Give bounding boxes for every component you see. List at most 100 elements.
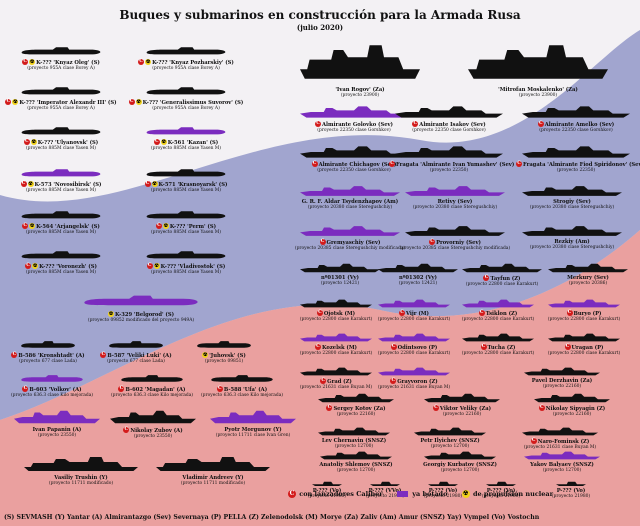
vessel-name: P-??? (Vo)	[556, 488, 586, 494]
vessel-name: Almirante Amelko (Sev)	[544, 121, 615, 128]
vessel-name: Pyotr Morgunov (Y)	[224, 427, 282, 433]
vessel-project: (proyecto 20380 clase Steregushchiy)	[529, 245, 615, 251]
vessel-label: C Sergey Kotov (Za) (proyecto 22160)	[296, 405, 416, 418]
submarine-icon	[20, 210, 102, 222]
vessel-project: (proyecto 22800 clase Karakurt)	[299, 316, 373, 322]
legend-caliber-label: con lanzadores Caliber	[299, 490, 383, 498]
caliber-icon: C	[144, 181, 151, 187]
vessel-label: C Nikolay Zubov (A) (proyecto 23550)	[93, 427, 213, 440]
vessel-project: (proyecto 23550)	[133, 433, 173, 439]
vessel-name: B-602 'Magadan' (A)	[125, 386, 186, 393]
nuclear-icon: ☢	[29, 223, 36, 229]
vessel-label: Pyotr Morgunov (Y) (proyecto 11711 clase …	[193, 427, 313, 439]
vessel-label: C Fragata 'Almirante Fiod Spiridonov' (Se…	[516, 161, 640, 174]
vessel-name: Ojotsk (M)	[323, 310, 356, 317]
vessel-name: 'Juhovsk' (S)	[209, 352, 246, 359]
vessel-project: (proyecto 23900)	[518, 93, 558, 99]
ship-icon	[395, 144, 503, 160]
vessel-project: (proyecto 21631 clase Buyan M)	[523, 444, 597, 450]
vessel-project: (proyecto 21631 clase Buyan M)	[377, 384, 451, 390]
vessel-label: P-??? (Vo) (proyecto 21980)	[511, 488, 631, 500]
submarine-icon	[145, 46, 227, 58]
vessel-name: Rezkiy (Am)	[554, 239, 590, 245]
vessel-name-line: C Naro-Fominsk (Z)	[530, 438, 589, 445]
vessel-name-line: C Odintsovo (P)	[390, 344, 438, 351]
vessel-project: (proyecto 21631 clase Buyan M)	[299, 384, 373, 390]
vessel-label: C B-588 'Ufa' (A) (proyecto 636.3 clase Ki…	[182, 386, 302, 399]
vessel-project: (proyecto 20380 clase Steregushchiy)	[412, 205, 498, 211]
ship-icon	[378, 332, 450, 343]
vessel-label: C ☢ K-573 'Novosibirsk' (S) (proyecto 885M …	[1, 181, 121, 194]
vessel-name: K-??? 'Vladivostok' (S)	[160, 263, 226, 270]
vessel-name-line: C Kozelsk (M)	[314, 344, 357, 351]
vessel-label: C Tucha (Z) (proyecto 22800 clase Karakurt…	[438, 344, 558, 357]
vessel-name-line: C ☢ K-??? 'Knyaz Pozharskiy' (S)	[138, 59, 234, 66]
vessel-label: C Grayvoron (Z) (proyecto 21631 clase Buya…	[354, 378, 474, 391]
vessel-name-line: Yakov Balyaev (SNSZ)	[530, 462, 594, 468]
vessel-name: Merkury (Sev)	[567, 275, 609, 281]
ship-icon	[522, 184, 622, 198]
nuclear-icon: ☢	[160, 139, 167, 145]
ship-icon	[462, 332, 534, 343]
vessel-project: (proyecto 22800 clase Karakurt)	[299, 350, 373, 356]
caliber-icon: C	[530, 438, 537, 444]
caliber-icon: C	[564, 344, 571, 350]
vessel-label: Georgiy Kurbatov (SNSZ) (proyecto 12700)	[400, 462, 520, 474]
vessel-project: (proyecto 22800 clase Karakurt)	[461, 316, 535, 322]
ship-icon	[210, 408, 296, 426]
vessel-name-line: Vasiliy Trushin (Y)	[54, 475, 107, 481]
vessel-project: (proyecto 22800 clase Karakurt)	[547, 350, 621, 356]
caliber-icon: C	[480, 344, 487, 350]
vessel-name: Strogiy (Sev)	[553, 199, 591, 205]
submarine-icon	[20, 374, 84, 385]
vessel-label: C ☢ K-??? 'Voronezh' (S) (proyecto 885M cla…	[1, 263, 121, 276]
ship-icon	[300, 298, 372, 309]
caliber-icon: C	[429, 239, 436, 245]
ship-icon	[548, 262, 628, 274]
caliber-icon: C	[20, 181, 27, 187]
vessel-name-line: C Almirante Golovko (Sev)	[315, 121, 393, 128]
ship-icon	[428, 480, 458, 487]
ship-icon	[300, 38, 420, 86]
vessel-name: K-573 'Novosibirsk' (S)	[34, 181, 102, 188]
vessel-project: (proyecto 22800 clase Karakurt)	[465, 281, 539, 287]
caliber-icon: C	[25, 263, 32, 269]
caliber-icon: C	[319, 239, 326, 245]
vessel-project: (proyecto 12700)	[542, 468, 582, 474]
vessel-project: (proyecto 21980)	[423, 494, 463, 500]
caliber-icon: C	[288, 490, 296, 498]
vessel-name: Tayfun (Z)	[490, 275, 521, 282]
ship-icon	[300, 262, 380, 274]
vessel-name-line: ☢ K-329 'Belgorod' (S)	[107, 311, 174, 318]
caliber-icon: C	[412, 121, 419, 127]
vessel-project: (proyecto 885M clase Yasen M)	[150, 269, 222, 275]
caliber-icon: C	[11, 352, 18, 358]
vessel-name-line: C ☢ K-573 'Novosibirsk' (S)	[20, 181, 102, 188]
vessel-name-line: C ☢ K-??? 'Imperator Alexandr III' (S)	[5, 99, 117, 106]
nuclear-icon: ☢	[145, 59, 152, 65]
vessel-name: Vladimir Andreev (Y)	[182, 475, 244, 481]
ship-icon	[534, 392, 610, 404]
vessel-label: Vasiliy Trushin (Y) (proyecto 11711 modif…	[21, 475, 141, 487]
vessel-project: (proyecto 22350 clase Gorshkov)	[317, 167, 391, 173]
vessel-name-line: C B-602 'Magadan' (A)	[118, 386, 186, 393]
vessel-name: Nikolay Sipyagin (Z)	[545, 405, 606, 412]
caliber-icon: C	[483, 275, 490, 281]
vessel-project: (proyecto 22350)	[556, 167, 596, 173]
vessel-name: Odintsovo (P)	[397, 344, 438, 351]
vessel-label: C ☢ K-561 'Kazan' (S) (proyecto 885M clase …	[126, 139, 246, 152]
vessel-name: Vasiliy Trushin (Y)	[54, 475, 108, 481]
vessel-label: C Uragan (P) (proyecto 22800 clase Karakur…	[524, 344, 640, 357]
ship-icon	[14, 408, 100, 426]
vessel-name-line: Ivan Papanin (A)	[33, 427, 82, 433]
ship-icon	[424, 392, 500, 404]
vessel-name: K-??? 'Knyaz Pozharskiy' (S)	[152, 59, 234, 66]
nuclear-icon: ☢	[202, 352, 209, 358]
ship-icon	[318, 426, 390, 437]
caliber-icon: C	[155, 223, 162, 229]
vessel-name: Pavel Derzhavin (Za)	[531, 378, 593, 384]
vessel-project: (proyecto 885M clase Yasen M)	[25, 269, 97, 275]
ship-icon	[378, 262, 458, 274]
caliber-icon: C	[138, 59, 145, 65]
caliber-icon: C	[22, 59, 29, 65]
